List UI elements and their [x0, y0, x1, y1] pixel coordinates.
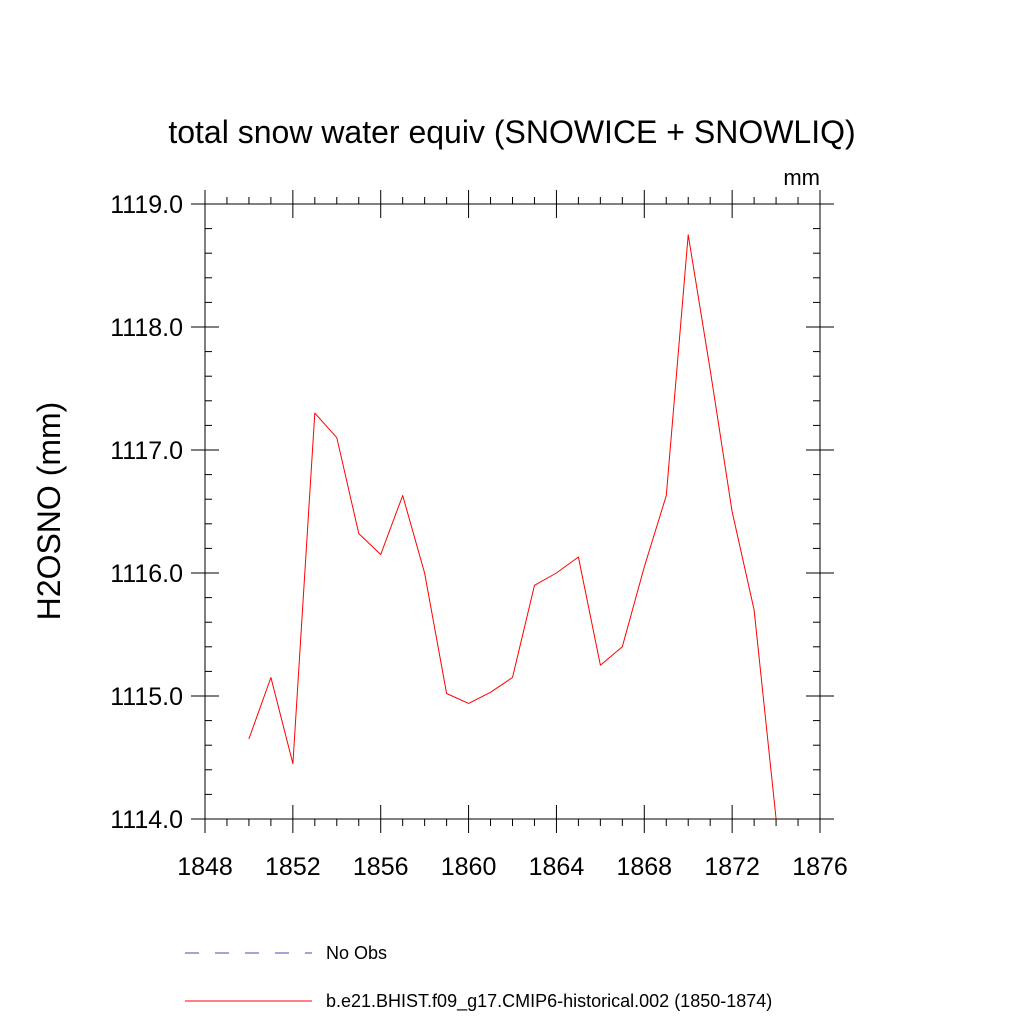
- series-layer: [248, 234, 777, 820]
- x-tick-label: 1864: [529, 853, 585, 881]
- units-label: mm: [783, 165, 820, 190]
- x-tick-label: 1876: [792, 853, 848, 881]
- y-tick-label: 1114.0: [110, 806, 183, 834]
- legend-label-no-obs: No Obs: [326, 943, 387, 963]
- plot-frame: [204, 203, 821, 820]
- series-line-0: [248, 234, 777, 820]
- x-tick-label: 1868: [616, 853, 672, 881]
- x-tick-labels: 1848 1852 1856 1860 1864 1868 1872 1876: [177, 853, 848, 881]
- y-tick-label: 1115.0: [110, 683, 183, 711]
- y-axis-label: H2OSNO (mm): [31, 402, 67, 621]
- y-tick-label: 1118.0: [110, 314, 183, 342]
- x-tick-label: 1852: [265, 853, 321, 881]
- minor-ticks: [205, 197, 820, 826]
- legend-label-model: b.e21.BHIST.f09_g17.CMIP6-historical.002…: [326, 991, 772, 1012]
- major-ticks: [191, 190, 834, 833]
- y-tick-label: 1117.0: [110, 437, 183, 465]
- y-tick-labels: 1114.0 1115.0 1116.0 1117.0 1118.0 1119.0: [110, 191, 183, 834]
- legend: No Obs b.e21.BHIST.f09_g17.CMIP6-histori…: [185, 943, 772, 1012]
- x-tick-label: 1872: [704, 853, 760, 881]
- chart-title: total snow water equiv (SNOWICE + SNOWLI…: [168, 114, 855, 150]
- y-tick-label: 1116.0: [110, 560, 183, 588]
- x-tick-label: 1860: [441, 853, 497, 881]
- x-tick-label: 1848: [177, 853, 233, 881]
- x-tick-label: 1856: [353, 853, 409, 881]
- y-tick-label: 1119.0: [110, 191, 183, 219]
